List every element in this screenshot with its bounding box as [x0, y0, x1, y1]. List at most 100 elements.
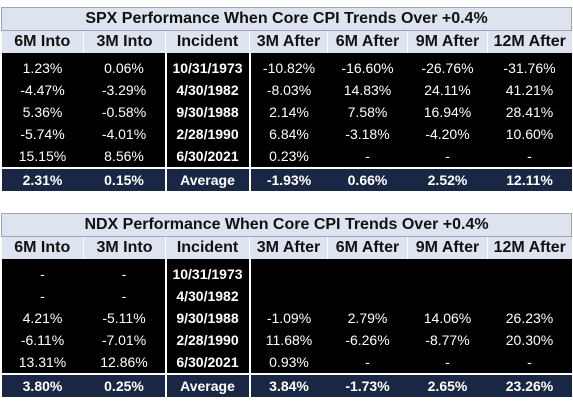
average-cell: 2.65%: [407, 373, 488, 397]
average-label: Average: [164, 373, 251, 397]
average-row: 2.31% 0.15% Average -1.93% 0.66% 2.52% 1…: [1, 167, 572, 191]
incident-date: 10/31/1973: [164, 57, 251, 79]
table-row: 5.36% -0.58% 9/30/1988 2.14% 7.58% 16.94…: [1, 101, 572, 123]
table-cell: 12.86%: [83, 351, 166, 374]
column-header: 9M After: [407, 30, 488, 53]
average-cell: -1.73%: [327, 373, 408, 397]
table-cell: -8.03%: [249, 79, 328, 101]
table-title: NDX Performance When Core CPI Trends Ove…: [0, 213, 573, 237]
table-cell: 2.14%: [249, 101, 328, 123]
average-cell: 0.66%: [327, 167, 408, 191]
table-cell: 10.60%: [487, 123, 572, 145]
table-cell: -4.47%: [1, 79, 84, 101]
table-cell: -4.01%: [83, 123, 166, 145]
table-cell: 11.68%: [249, 329, 328, 351]
column-header: Incident: [165, 30, 250, 53]
column-header: 12M After: [486, 236, 572, 259]
table-cell: -1.09%: [249, 307, 328, 329]
table-cell: [249, 285, 328, 307]
table-cell: -6.11%: [1, 329, 84, 351]
incident-date: 4/30/1982: [164, 285, 251, 307]
column-header: 3M Into: [83, 30, 166, 53]
table-cell: 0.93%: [249, 351, 328, 374]
table-cell: -31.76%: [487, 57, 572, 79]
table-row: -5.74% -4.01% 2/28/1990 6.84% -3.18% -4.…: [1, 123, 572, 145]
table-cell: -4.20%: [407, 123, 488, 145]
table-cell: -: [83, 285, 166, 307]
table-cell: -3.18%: [327, 123, 408, 145]
table-cell: -5.11%: [83, 307, 166, 329]
table-cell: 20.30%: [487, 329, 572, 351]
table-cell: 4.21%: [1, 307, 84, 329]
incident-date: 9/30/1988: [164, 101, 251, 123]
table-cell: -: [407, 351, 488, 374]
table-cell: 5.36%: [1, 101, 84, 123]
table-cell: 7.58%: [327, 101, 408, 123]
table-cell: 0.06%: [83, 57, 166, 79]
table-row: - - 4/30/1982: [1, 285, 572, 307]
table-cell: -: [1, 285, 84, 307]
table-cell: [487, 285, 572, 307]
incident-date: 4/30/1982: [164, 79, 251, 101]
average-cell: 2.31%: [1, 167, 84, 191]
table-cell: [487, 263, 572, 285]
table-row: 13.31% 12.86% 6/30/2021 0.93% - - -: [1, 351, 572, 374]
table-cell: 0.23%: [249, 145, 328, 168]
table-cell: 14.83%: [327, 79, 408, 101]
table-row: 4.21% -5.11% 9/30/1988 -1.09% 2.79% 14.0…: [1, 307, 572, 329]
table-cell: [327, 285, 408, 307]
average-cell: 3.80%: [1, 373, 84, 397]
table-cell: -: [327, 145, 408, 168]
table-cell: -: [83, 263, 166, 285]
average-cell: 0.25%: [83, 373, 166, 397]
table-cell: 41.21%: [487, 79, 572, 101]
table-title: SPX Performance When Core CPI Trends Ove…: [1, 7, 572, 31]
average-cell: 12.11%: [487, 167, 572, 191]
table-cell: 16.94%: [407, 101, 488, 123]
table-cell: -7.01%: [83, 329, 166, 351]
table-cell: 28.41%: [487, 101, 572, 123]
table-row: -4.47% -3.29% 4/30/1982 -8.03% 14.83% 24…: [1, 79, 572, 101]
table-cell: 14.06%: [407, 307, 488, 329]
table-cell: -: [327, 351, 408, 374]
table-cell: -: [407, 145, 488, 168]
incident-date: 9/30/1988: [164, 307, 251, 329]
table-cell: 24.11%: [407, 79, 488, 101]
table-cell: 15.15%: [1, 145, 84, 168]
column-header: 3M After: [249, 236, 328, 259]
column-header: 6M After: [327, 236, 408, 259]
table-row: -6.11% -7.01% 2/28/1990 11.68% -6.26% -8…: [1, 329, 572, 351]
table-cell: -10.82%: [249, 57, 328, 79]
table-cell: -3.29%: [83, 79, 166, 101]
average-label: Average: [164, 167, 251, 191]
incident-date: 6/30/2021: [164, 351, 251, 374]
table-cell: -: [487, 145, 572, 168]
average-row: 3.80% 0.25% Average 3.84% -1.73% 2.65% 2…: [1, 373, 572, 397]
incident-date: 10/31/1973: [164, 263, 251, 285]
column-header: 3M After: [249, 30, 328, 53]
table-cell: -26.76%: [407, 57, 488, 79]
average-cell: 3.84%: [249, 373, 328, 397]
table-cell: -16.60%: [327, 57, 408, 79]
column-header: 6M After: [327, 30, 408, 53]
table-cell: 26.23%: [487, 307, 572, 329]
table-cell: -: [487, 351, 572, 374]
table-cell: [407, 263, 488, 285]
column-header: Incident: [165, 236, 250, 259]
incident-date: 6/30/2021: [164, 145, 251, 168]
column-header: 6M Into: [1, 30, 84, 53]
table-cell: [407, 285, 488, 307]
column-header: 6M Into: [1, 236, 84, 259]
table-cell: -: [1, 263, 84, 285]
table-row: - - 10/31/1973: [1, 263, 572, 285]
incident-date: 2/28/1990: [164, 329, 251, 351]
average-cell: 2.52%: [407, 167, 488, 191]
table-cell: 13.31%: [1, 351, 84, 374]
table-row: 1.23% 0.06% 10/31/1973 -10.82% -16.60% -…: [1, 57, 572, 79]
average-cell: 0.15%: [83, 167, 166, 191]
table-cell: -8.77%: [407, 329, 488, 351]
table-row: 15.15% 8.56% 6/30/2021 0.23% - - -: [1, 145, 572, 168]
average-cell: 23.26%: [487, 373, 572, 397]
ndx-performance-table: NDX Performance When Core CPI Trends Ove…: [0, 213, 573, 397]
